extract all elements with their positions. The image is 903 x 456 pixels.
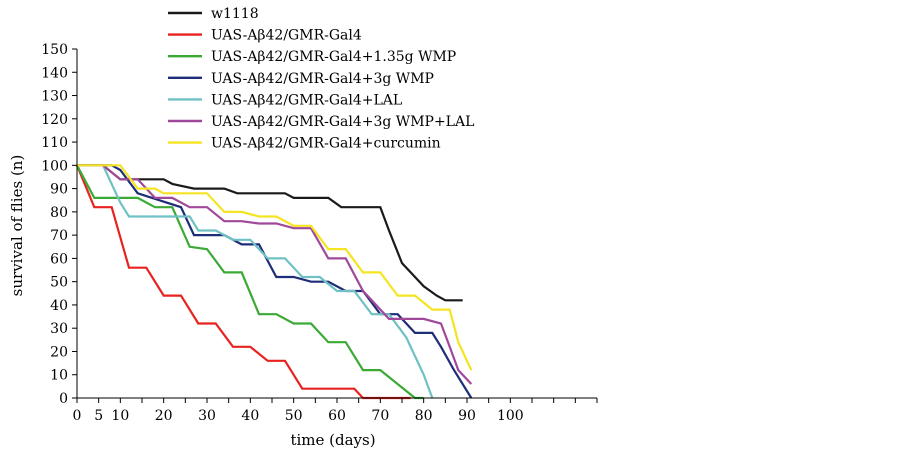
- y-tick-label: 70: [50, 228, 68, 244]
- x-tick-label: 70: [371, 408, 389, 424]
- x-tick-label: 5: [94, 408, 103, 424]
- x-tick-label: 40: [241, 408, 259, 424]
- y-tick-label: 60: [50, 251, 68, 267]
- y-tick-label: 30: [50, 321, 68, 337]
- series-line-3: [77, 164, 473, 399]
- y-tick-label: 110: [41, 135, 68, 151]
- x-tick-label: 90: [458, 408, 476, 424]
- y-tick-label: 20: [50, 344, 68, 360]
- series-line-0: [77, 164, 463, 302]
- series-line-4: [77, 164, 434, 399]
- y-tick-label: 120: [41, 112, 68, 128]
- y-tick-label: 40: [50, 298, 68, 314]
- y-tick-label: 100: [41, 158, 68, 174]
- legend: w1118 UAS-Aβ42/GMR-Gal4 UAS-Aβ42/GMR-Gal4+…: [168, 6, 474, 152]
- legend-label-6: UAS-Aβ42/GMR-Gal4+curcumin: [211, 136, 441, 152]
- y-tick-label: 90: [50, 182, 68, 198]
- legend-label-2: UAS-Aβ42/GMR-Gal4+1.35g WMP: [211, 49, 456, 65]
- series-line-5: [77, 164, 473, 385]
- x-tick-label: 60: [328, 408, 346, 424]
- x-tick-label: 50: [285, 408, 303, 424]
- y-tick-label: 150: [41, 42, 68, 58]
- y-axis-title: survival of flies (n): [8, 155, 26, 297]
- y-tick-label: 50: [50, 275, 68, 291]
- x-axis-title: time (days): [290, 431, 375, 449]
- x-tick-label: 80: [415, 408, 433, 424]
- x-tick-label: 100: [497, 408, 524, 424]
- y-tick-label: 10: [50, 368, 68, 384]
- x-tick-label: 10: [111, 408, 129, 424]
- x-tick-label: 20: [155, 408, 173, 424]
- y-tick-label: 130: [41, 89, 68, 105]
- legend-label-5: UAS-Aβ42/GMR-Gal4+3g WMP+LAL: [211, 114, 474, 130]
- x-tick-label: 0: [73, 408, 82, 424]
- series-line-1: [75, 164, 411, 400]
- legend-label-4: UAS-Aβ42/GMR-Gal4+LAL: [211, 92, 402, 108]
- series-line-6: [77, 164, 473, 371]
- y-tick-label: 140: [41, 65, 68, 81]
- x-tick-label: 30: [198, 408, 216, 424]
- series-line-2: [76, 164, 424, 400]
- legend-label-0: w1118: [211, 6, 259, 22]
- legend-label-1: UAS-Aβ42/GMR-Gal4: [211, 28, 362, 44]
- y-tick-label: 80: [50, 205, 68, 221]
- legend-label-3: UAS-Aβ42/GMR-Gal4+3g WMP: [211, 71, 434, 87]
- y-tick-label: 0: [59, 391, 68, 407]
- series-lines: [75, 164, 473, 400]
